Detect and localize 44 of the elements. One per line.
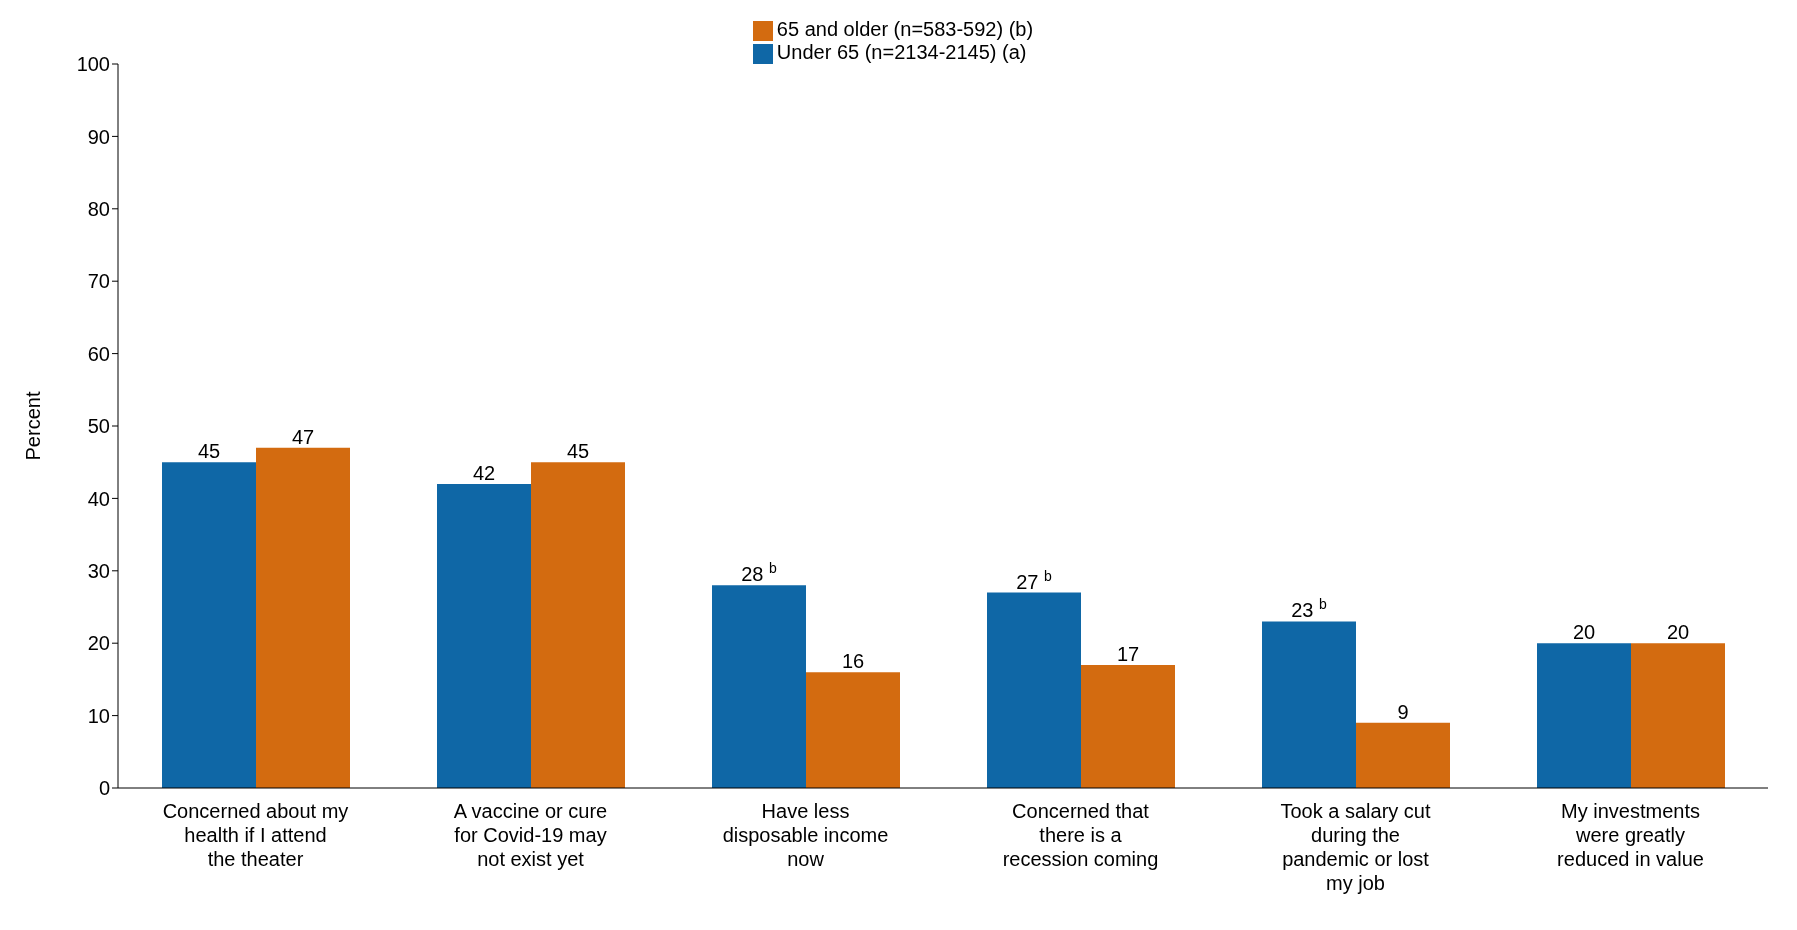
data-label: 20 xyxy=(1572,621,1596,644)
bar xyxy=(1081,664,1175,788)
legend-label: 65 and older (n=583-592) (b) xyxy=(776,18,1034,40)
y-tick-label: 40 xyxy=(87,487,110,510)
bar xyxy=(1537,643,1631,788)
bar xyxy=(712,585,806,788)
legend-label: Under 65 (n=2134-2145) (a) xyxy=(776,41,1027,63)
data-label: 27 $^{b}$ xyxy=(1016,567,1053,593)
data-label: 23 $^{b}$ xyxy=(1291,596,1328,622)
data-label: 20 xyxy=(1666,621,1690,644)
bar xyxy=(531,462,625,788)
bar xyxy=(437,483,531,788)
bar xyxy=(1356,722,1450,788)
x-tick-label: Concerned that there is a recession coming xyxy=(1002,800,1159,870)
x-tick-label: Have less disposable income now xyxy=(722,800,889,870)
x-tick-label: Took a salary cut during the pandemic or lost my job xyxy=(1280,800,1431,894)
data-label: 9 xyxy=(1397,700,1409,723)
y-tick-label: 60 xyxy=(87,342,110,365)
data-label: 17 xyxy=(1116,642,1140,665)
x-tick-label: My investments were greatly reduced in value xyxy=(1557,800,1704,870)
data-label: 42 xyxy=(472,461,496,484)
x-tick-label: A vaccine or cure for Covid-19 may not exist yet xyxy=(453,800,608,870)
data-label: 45 xyxy=(566,440,590,463)
data-label: 16 xyxy=(841,650,865,673)
bar xyxy=(1262,621,1356,788)
y-tick-label: 30 xyxy=(87,559,110,582)
y-axis-title: Percent xyxy=(22,391,45,461)
y-tick-label: 20 xyxy=(87,632,110,655)
y-tick-label: 0 xyxy=(98,777,110,800)
bar xyxy=(1631,643,1725,788)
y-tick-label: 50 xyxy=(87,415,110,438)
y-tick-label: 70 xyxy=(87,270,110,293)
y-tick-label: 90 xyxy=(87,125,110,148)
data-label: 28 $^{b}$ xyxy=(741,560,778,586)
bar xyxy=(162,462,256,788)
x-tick-label: Concerned about my health if I attend the theater xyxy=(162,800,349,870)
data-label: 45 xyxy=(197,440,221,463)
y-tick-label: 100 xyxy=(76,53,110,76)
bar xyxy=(987,592,1081,788)
y-tick-label: 10 xyxy=(87,704,110,727)
bar xyxy=(806,672,900,788)
data-label: 47 xyxy=(291,425,315,448)
bar xyxy=(256,447,350,788)
y-tick-label: 80 xyxy=(87,197,110,220)
